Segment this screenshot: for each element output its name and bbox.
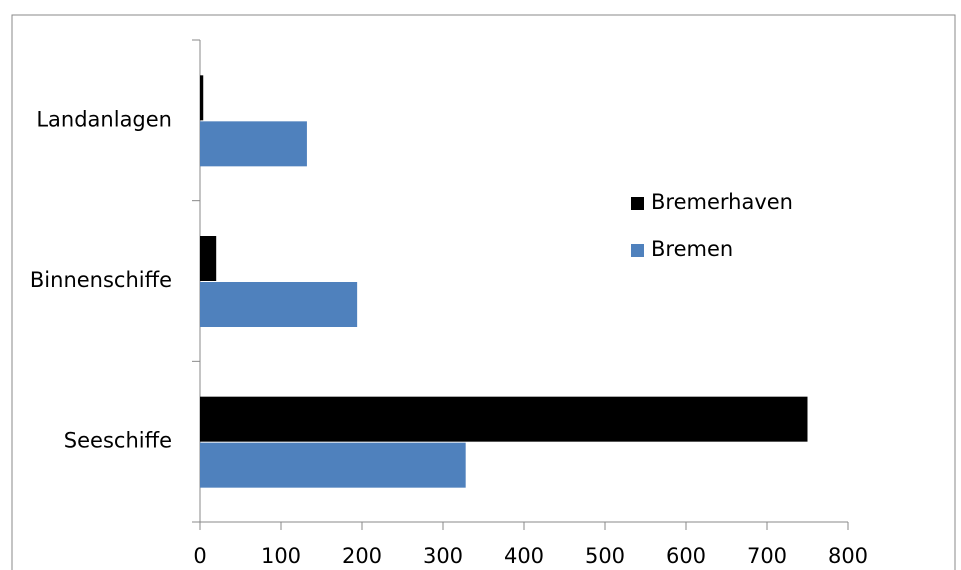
bar [200, 442, 466, 488]
legend-label: Bremerhaven [651, 190, 793, 214]
y-tick-label: Binnenschiffe [30, 268, 172, 292]
x-tick-label: 500 [585, 544, 625, 568]
y-tick-label: Seeschiffe [64, 429, 172, 453]
bar [200, 282, 358, 327]
bar [200, 121, 307, 167]
legend-label: Bremen [651, 237, 733, 261]
bar [200, 396, 808, 442]
bar [200, 236, 217, 281]
legend-swatch [631, 197, 644, 210]
x-tick-label: 300 [423, 544, 463, 568]
x-tick-label: 100 [261, 544, 301, 568]
y-tick-label: Landanlagen [36, 107, 172, 131]
bar [200, 75, 204, 121]
x-tick-label: 200 [342, 544, 382, 568]
x-tick-label: 0 [193, 544, 206, 568]
x-tick-label: 600 [666, 544, 706, 568]
x-tick-label: 700 [747, 544, 787, 568]
chart-frame [11, 14, 956, 570]
x-tick-label: 400 [504, 544, 544, 568]
legend-swatch [631, 244, 644, 257]
x-tick-label: 800 [828, 544, 868, 568]
